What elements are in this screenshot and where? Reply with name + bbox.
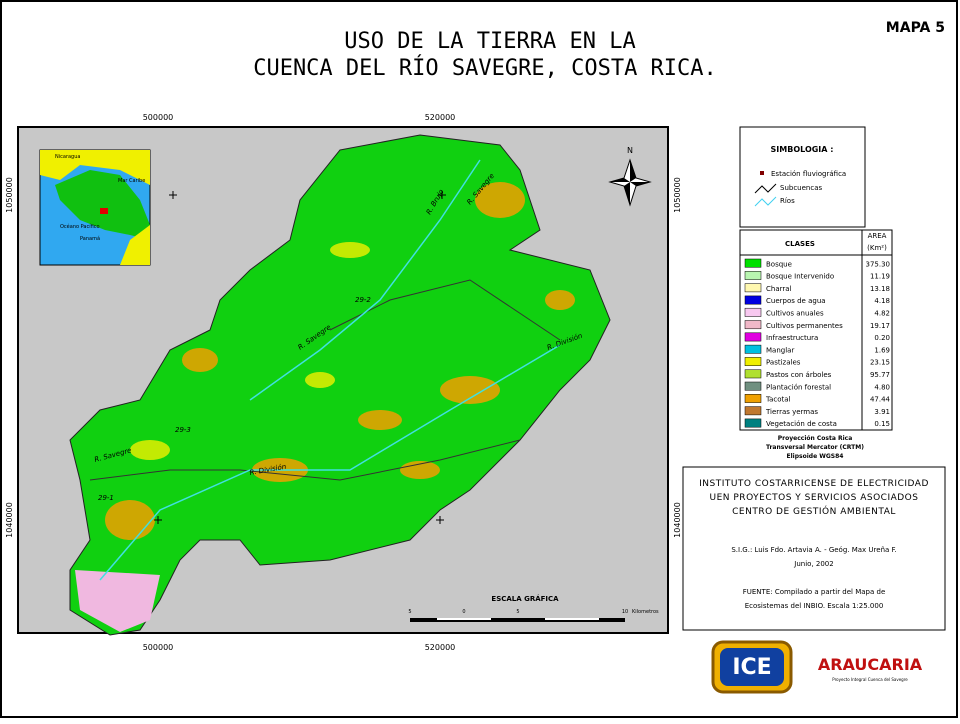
credits-source: FUENTE: Compilado a partir del Mapa de [743, 588, 886, 596]
legend-swatch [744, 283, 762, 293]
class-area: 23.15 [870, 359, 890, 367]
station-label: 29-3 [175, 426, 191, 434]
legend-swatch [744, 357, 762, 366]
credits-authors: S.I.G.: Luis Fdo. Artavia A. - Geóg. Max… [731, 546, 896, 554]
map-number: MAPA 5 [886, 20, 945, 36]
credits-date: Junio, 2002 [793, 560, 833, 568]
class-area: 11.19 [870, 273, 890, 281]
projection: Proyección Costa Rica [778, 435, 853, 442]
scale-title: ESCALA GRÁFICA [491, 594, 559, 603]
legend-swatch [744, 271, 762, 280]
class-label: Manglar [766, 346, 794, 354]
legend-swatch [744, 307, 762, 317]
coord-label: 500000 [143, 113, 174, 122]
class-area: 3.91 [874, 408, 890, 416]
inset-label: Panamá [80, 235, 100, 242]
ice-logo-text: ICE [732, 655, 771, 680]
coord-label: 1050000 [673, 177, 682, 213]
land-use-patches [105, 182, 575, 540]
table-header: AREA [868, 232, 887, 240]
inset-label: Nicaragua [55, 154, 80, 160]
subbasin-line [329, 279, 561, 341]
table-header: (Km²) [867, 244, 887, 252]
legend-swatch [744, 418, 762, 428]
title-line: USO DE LA TIERRA EN LA [344, 29, 635, 54]
subbasin-line [89, 439, 521, 481]
class-label: Tierras yermas [765, 408, 818, 416]
title-line: CUENCA DEL RÍO SAVEGRE, COSTA RICA. [253, 55, 717, 81]
coord-label: 1040000 [673, 502, 682, 538]
class-area: 4.82 [874, 310, 890, 318]
class-area: 375.30 [866, 260, 891, 268]
class-label: Vegetación de costa [766, 420, 837, 428]
credits-line: UEN PROYECTOS Y SERVICIOS ASOCIADOS [710, 493, 919, 503]
credits-source: Ecosistemas del INBIO. Escala 1:25.000 [745, 602, 884, 610]
projection: Elipsoide WGS84 [787, 453, 844, 460]
legend-title: SIMBOLOGIA : [771, 145, 834, 154]
araucaria-logo: ARAUCARIA [818, 655, 923, 674]
class-label: Plantación forestal [766, 383, 831, 391]
legend-swatch [744, 320, 762, 330]
scale-tick: 5 [408, 609, 411, 615]
river [249, 159, 481, 401]
legend-item: Ríos [780, 197, 795, 205]
legend-swatch [744, 295, 762, 305]
class-label: Infraestructura [766, 334, 818, 342]
class-area: 95.77 [870, 371, 890, 379]
legend-box [739, 126, 866, 228]
coord-label: 520000 [425, 113, 456, 122]
inset-label: Océano Pacífico [60, 223, 100, 230]
coord-label: 1050000 [5, 177, 14, 213]
class-label: Pastizales [766, 359, 801, 367]
legend-swatch [744, 344, 762, 354]
class-area: 1.69 [874, 346, 890, 354]
legend-swatch [744, 394, 762, 403]
class-area: 13.18 [870, 285, 890, 293]
class-area: 4.18 [874, 297, 890, 305]
coord-label: 520000 [425, 643, 456, 652]
watershed [69, 134, 611, 636]
class-label: Charral [766, 285, 792, 293]
scale-tick: Kilometros [632, 609, 659, 615]
scale-tick: 0 [462, 609, 465, 615]
class-label: Cultivos anuales [766, 310, 824, 318]
legend-swatch [744, 381, 762, 391]
class-label: Cuerpos de agua [766, 297, 826, 305]
scale-tick: 5 [516, 609, 519, 615]
credits-line: INSTITUTO COSTARRICENSE DE ELECTRICIDAD [699, 479, 929, 489]
legend-swatch [744, 332, 762, 342]
scale-bar [410, 618, 625, 622]
river [99, 344, 561, 581]
legend-swatch [744, 258, 762, 268]
legend-item: Estación fluviográfica [771, 170, 846, 178]
class-label: Bosque [766, 260, 792, 268]
class-label: Bosque Intervenido [766, 273, 834, 281]
legend-swatch [744, 369, 762, 379]
scale-tick: 10 [622, 609, 628, 615]
class-label: Cultivos permanentes [766, 322, 843, 330]
station-label: 29-1 [98, 494, 114, 502]
legend-swatch [744, 406, 762, 416]
class-area: 47.44 [870, 396, 891, 404]
coord-label: 1040000 [5, 502, 14, 538]
station-label: 29-2 [355, 296, 371, 304]
north-label: N [627, 146, 633, 155]
class-label: Pastos con árboles [766, 371, 832, 379]
class-area: 0.15 [874, 420, 890, 428]
class-area: 0.20 [874, 334, 890, 342]
class-area: 4.80 [874, 383, 890, 391]
projection: Transversal Mercator (CRTM) [766, 444, 864, 451]
credits-line: CENTRO DE GESTIÓN AMBIENTAL [732, 505, 896, 517]
class-area: 19.17 [870, 322, 890, 330]
legend-item: Subcuencas [780, 184, 822, 192]
araucaria-sub: Proyecto Integral Cuenca del Savegre [832, 677, 908, 682]
credits-box [682, 466, 946, 631]
crop-area [75, 570, 160, 632]
table-header: CLASES [785, 240, 815, 248]
class-label: Tacotal [765, 396, 791, 404]
coord-label: 500000 [143, 643, 174, 652]
inset-label: Mar Caribe [118, 178, 145, 184]
